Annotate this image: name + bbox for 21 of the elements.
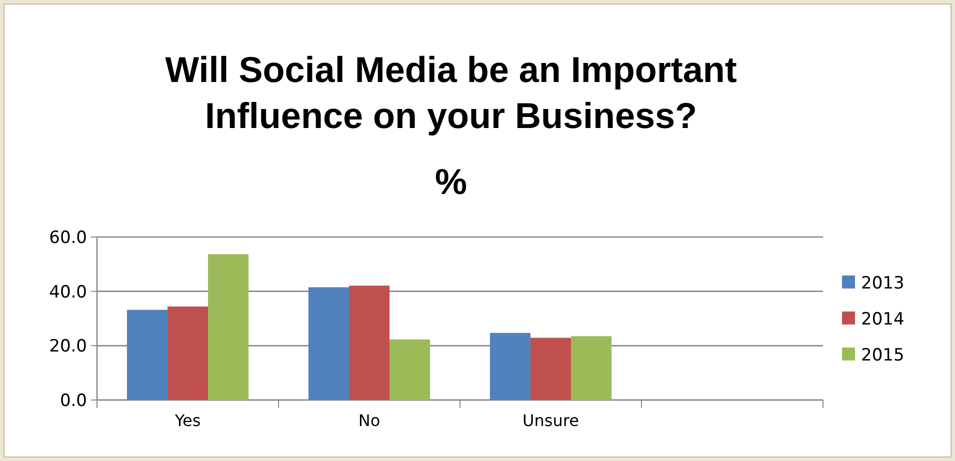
legend-label: 2013 [861,273,904,294]
chart-subtitle: % [434,161,468,202]
bar [571,336,612,400]
bar [490,332,530,400]
y-tick-label: 60.0 [49,228,87,248]
x-tick-label: Unsure [522,411,579,430]
legend-label: 2015 [861,345,904,366]
bar [208,254,249,400]
bar [348,286,390,400]
bar [390,339,430,400]
bar [530,338,572,400]
bar [126,310,168,400]
bar [167,306,208,400]
legend-label: 2014 [861,309,904,330]
y-tick-label: 40.0 [49,282,87,302]
y-tick-label: 20.0 [49,336,87,357]
x-tick-label: Yes [174,411,201,430]
x-tick-label: No [358,411,380,430]
bar [308,287,349,400]
chart-title: Will Social Media be an Important Influence on your Business? [165,49,737,136]
y-tick-label: 0.0 [60,390,87,411]
